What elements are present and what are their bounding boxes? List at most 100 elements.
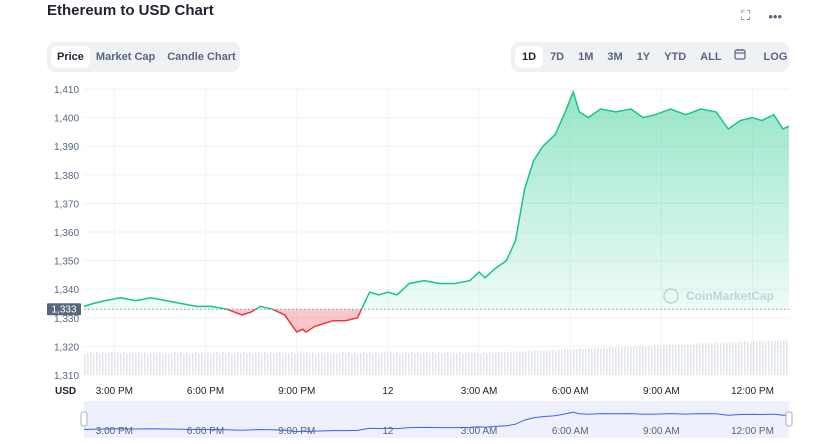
navigator-handle-left[interactable]: [80, 411, 88, 427]
volume-bar: [375, 352, 377, 375]
volume-bar: [774, 339, 776, 375]
navigator-handle-right[interactable]: [785, 411, 793, 427]
volume-bar: [546, 350, 548, 375]
volume-bar: [234, 352, 236, 375]
volume-bar: [258, 351, 260, 375]
volume-bar: [438, 352, 440, 375]
tab-ytd[interactable]: YTD: [664, 51, 687, 63]
tab-3m[interactable]: 3M: [607, 51, 623, 63]
volume-bar: [273, 354, 275, 375]
volume-bar: [537, 350, 539, 375]
volume-bar: [189, 354, 191, 375]
volume-bar: [384, 351, 386, 375]
y-tick-label: 1,370: [54, 199, 79, 210]
volume-bar: [660, 345, 662, 375]
volume-bar: [726, 342, 728, 375]
x-tick-label: 12: [382, 386, 394, 397]
volume-bar: [288, 353, 290, 375]
area-below-baseline: [226, 309, 362, 333]
volume-bar: [210, 354, 212, 375]
tab-1d[interactable]: 1D: [515, 46, 544, 68]
tab-price[interactable]: Price: [51, 46, 90, 68]
volume-bar: [165, 352, 167, 375]
volume-bar: [195, 351, 197, 375]
volume-bar: [753, 341, 755, 375]
volume-bar: [369, 352, 371, 375]
calendar-icon[interactable]: [729, 46, 751, 68]
volume-bar: [627, 346, 629, 375]
volume-bar: [459, 352, 461, 375]
navigator-tick-label: 3:00 AM: [461, 426, 498, 437]
baseline-label: 1,333: [51, 305, 76, 316]
volume-bar: [204, 353, 206, 375]
volume-bar: [420, 354, 422, 375]
volume-bar: [435, 353, 437, 375]
volume-bar: [783, 339, 785, 375]
volume-bar: [579, 348, 581, 375]
volume-bar: [219, 353, 221, 375]
volume-bar: [642, 346, 644, 375]
volume-bar: [507, 351, 509, 375]
volume-bar: [510, 352, 512, 375]
volume-bar: [771, 340, 773, 375]
y-tick-label: 1,340: [54, 285, 79, 296]
tab-1y[interactable]: 1Y: [636, 51, 651, 63]
volume-bar: [477, 353, 479, 375]
volume-bar: [504, 351, 506, 375]
volume-bar: [474, 352, 476, 375]
volume-bar: [342, 351, 344, 375]
volume-bar: [705, 344, 707, 375]
volume-bar: [171, 352, 173, 375]
y-axis-labels: 1,310 1,320 1,330 1,340 1,350 1,360 1,370 1,380…: [47, 85, 81, 382]
volume-bar: [162, 353, 164, 375]
tab-7d[interactable]: 7D: [550, 51, 565, 63]
volume-bar: [498, 351, 500, 375]
volume-bar: [720, 343, 722, 375]
more-icon[interactable]: •••: [768, 8, 782, 24]
volume-bar: [192, 352, 194, 375]
volume-bar: [489, 352, 491, 375]
tab-log[interactable]: LOG: [763, 51, 788, 63]
tab-market-cap[interactable]: Market Cap: [95, 51, 156, 63]
tab-candle-chart[interactable]: Candle Chart: [167, 51, 236, 63]
volume-bar: [336, 354, 338, 375]
fullscreen-icon[interactable]: ⛶: [741, 8, 751, 23]
tab-1m[interactable]: 1M: [578, 51, 594, 63]
volume-bar: [630, 347, 632, 375]
tab-all[interactable]: ALL: [700, 51, 722, 63]
volume-bar: [780, 340, 782, 375]
navigator-tick-label: 12: [382, 426, 394, 437]
y-tick-label: 1,390: [54, 142, 79, 153]
volume-bar: [570, 349, 572, 375]
volume-bar: [174, 351, 176, 375]
volume-bar: [513, 351, 515, 375]
series-line-down: [222, 309, 363, 334]
volume-bar: [531, 351, 533, 375]
volume-bar: [519, 350, 521, 375]
volume-bar: [363, 351, 365, 375]
volume-bar: [312, 352, 314, 375]
volume-bar: [237, 351, 239, 375]
volume-bar: [378, 354, 380, 375]
volume-bar: [396, 352, 398, 375]
volume-bar: [714, 342, 716, 375]
volume-bar: [330, 353, 332, 375]
volume-bar: [717, 342, 719, 375]
volume-bar: [693, 343, 695, 375]
volume-bar: [321, 351, 323, 375]
volume-bar: [480, 353, 482, 375]
volume-bar: [381, 352, 383, 375]
volume-bar: [543, 350, 545, 375]
volume-bar: [264, 352, 266, 375]
volume-bar: [414, 353, 416, 375]
volume-bar: [495, 353, 497, 375]
volume-bar: [729, 341, 731, 375]
volume-bar: [645, 346, 647, 375]
volume-bar: [540, 351, 542, 375]
header-icons: ⛶ •••: [741, 8, 782, 24]
volume-bar: [591, 348, 593, 375]
volume-bar: [525, 351, 527, 375]
volume-bar: [117, 352, 119, 375]
volume-bar: [675, 345, 677, 375]
volume-bar: [738, 341, 740, 375]
